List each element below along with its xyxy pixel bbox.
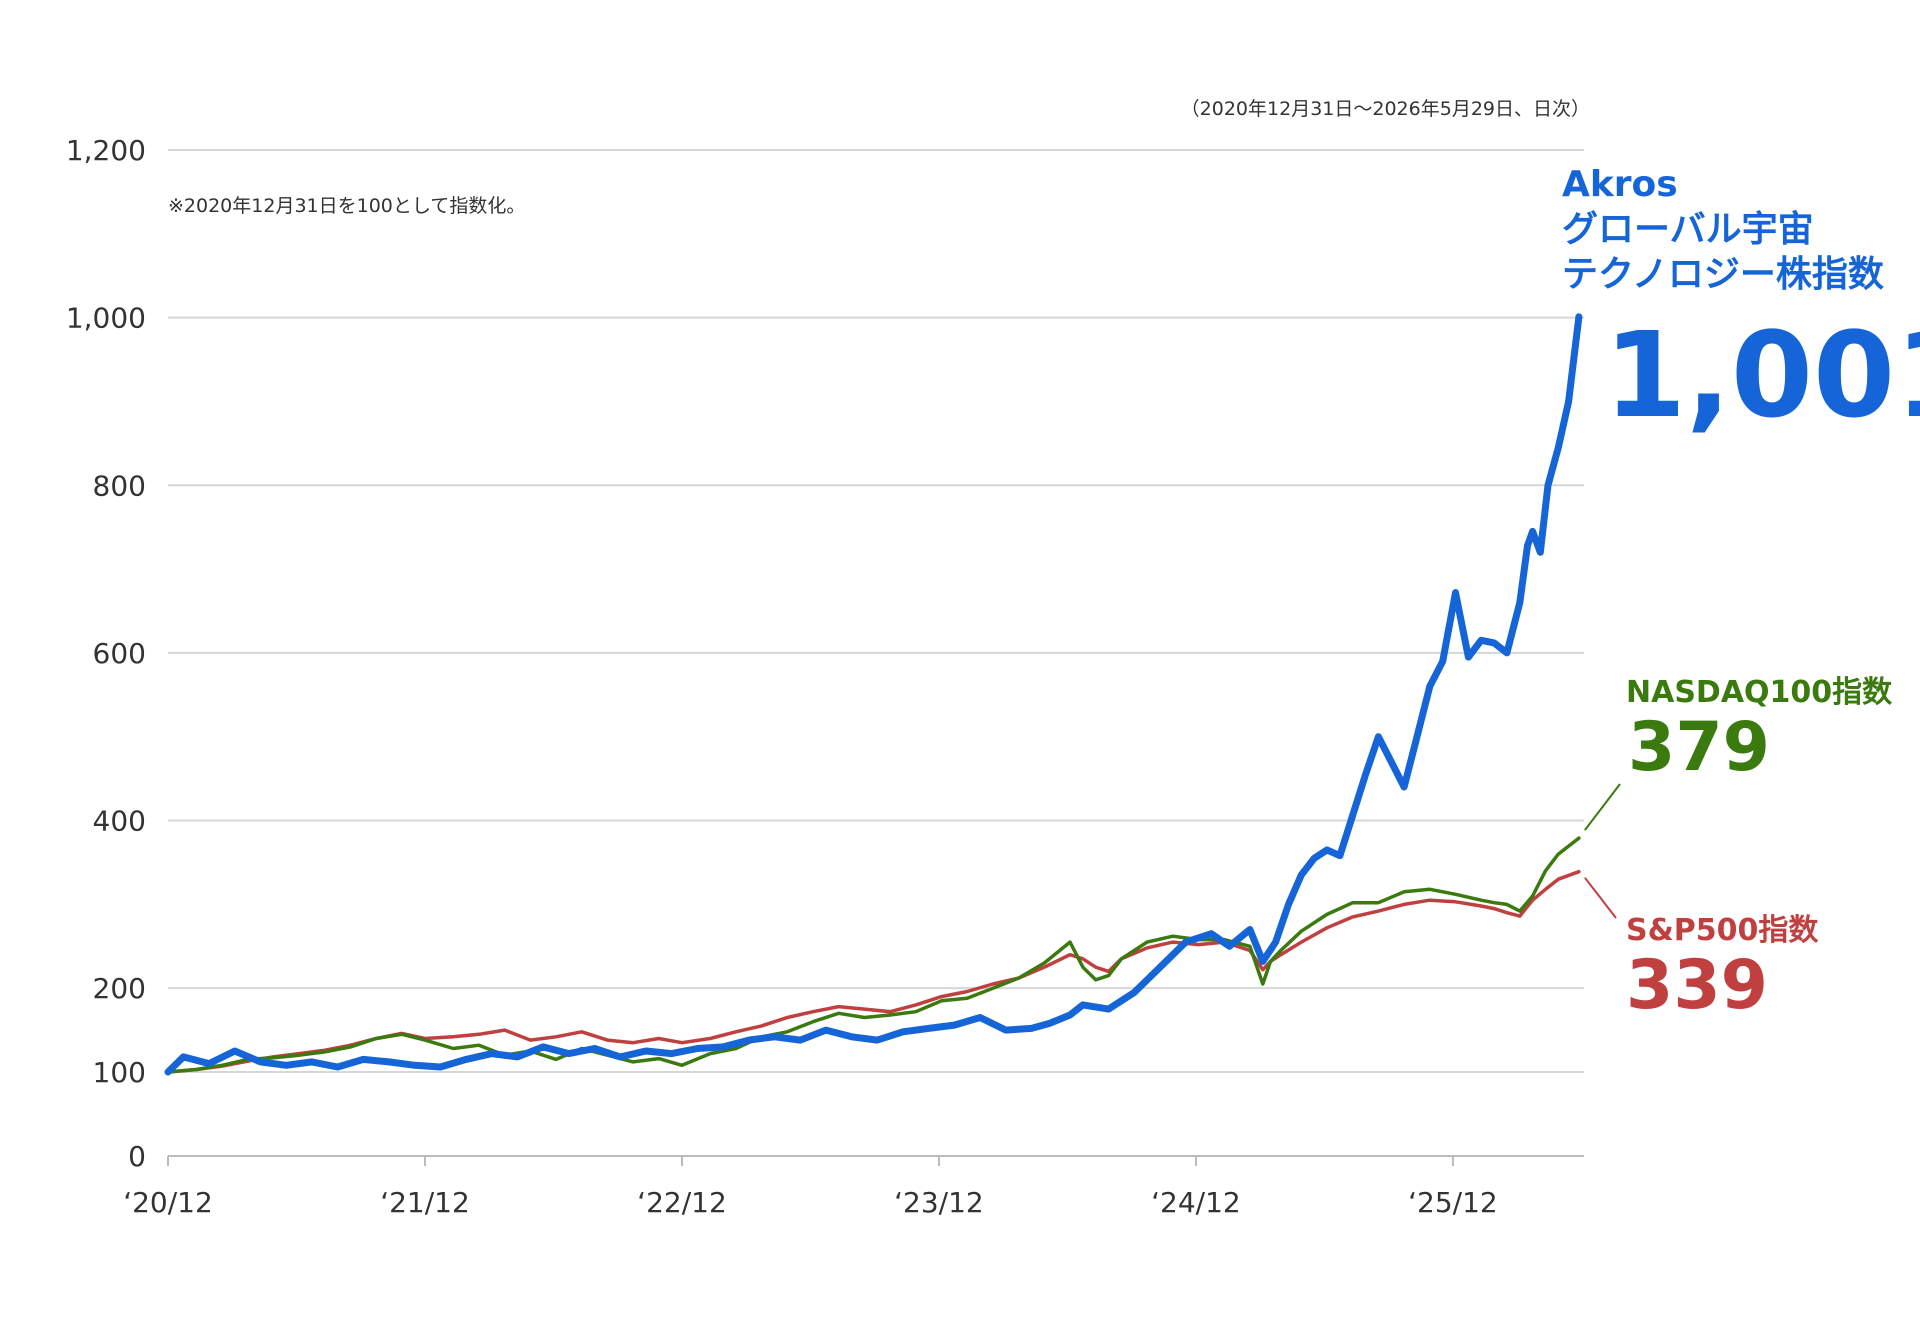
akros-name-label: Akros: [1562, 164, 1678, 205]
x-tick-label: ‘23/12: [894, 1186, 984, 1219]
akros-value-label: 1,001: [1604, 306, 1920, 444]
nasdaq100-value-label: 379: [1628, 708, 1770, 787]
x-tick-label: ‘24/12: [1151, 1186, 1241, 1219]
series-lines: [164, 313, 1583, 1076]
sp500-line: [166, 869, 1581, 1074]
akros-name-label: テクノロジー株指数: [1562, 254, 1884, 295]
y-axis-ticks: 0 100 200 400 600 800 1,000 1,200: [66, 134, 146, 1173]
x-tick-label: ‘25/12: [1408, 1186, 1498, 1219]
sp500-name-label: S&P500指数: [1626, 913, 1819, 948]
y-tick-label: 800: [93, 469, 146, 502]
y-tick-label: 600: [93, 637, 146, 670]
x-tick-label: ‘21/12: [380, 1186, 470, 1219]
y-tick-label: 0: [128, 1140, 146, 1173]
sp500-leader-line: [1584, 877, 1617, 919]
gridlines: [168, 149, 1584, 1073]
sp500-value-label: 339: [1626, 946, 1768, 1025]
x-axis: ‘20/12 ‘21/12 ‘22/12 ‘23/12 ‘24/12 ‘25/12: [123, 1155, 1584, 1219]
nasdaq100-name-label: NASDAQ100指数: [1626, 675, 1893, 710]
footnote: ※2020年12月31日を100として指数化。: [168, 195, 525, 217]
nasdaq100-line: [166, 836, 1581, 1074]
akros-name-label: グローバル宇宙: [1562, 209, 1814, 250]
y-tick-label: 400: [93, 805, 146, 838]
y-tick-label: 1,000: [66, 302, 146, 335]
y-tick-label: 200: [93, 972, 146, 1005]
nasdaq100-leader-line: [1584, 783, 1621, 831]
x-tick-label: ‘20/12: [123, 1186, 213, 1219]
y-tick-label: 100: [93, 1056, 146, 1089]
y-tick-label: 1,200: [66, 134, 146, 167]
x-tick-label: ‘22/12: [637, 1186, 727, 1219]
akros-line: [164, 313, 1583, 1076]
period-note: （2020年12月31日〜2026年5月29日、日次）: [1181, 98, 1590, 120]
